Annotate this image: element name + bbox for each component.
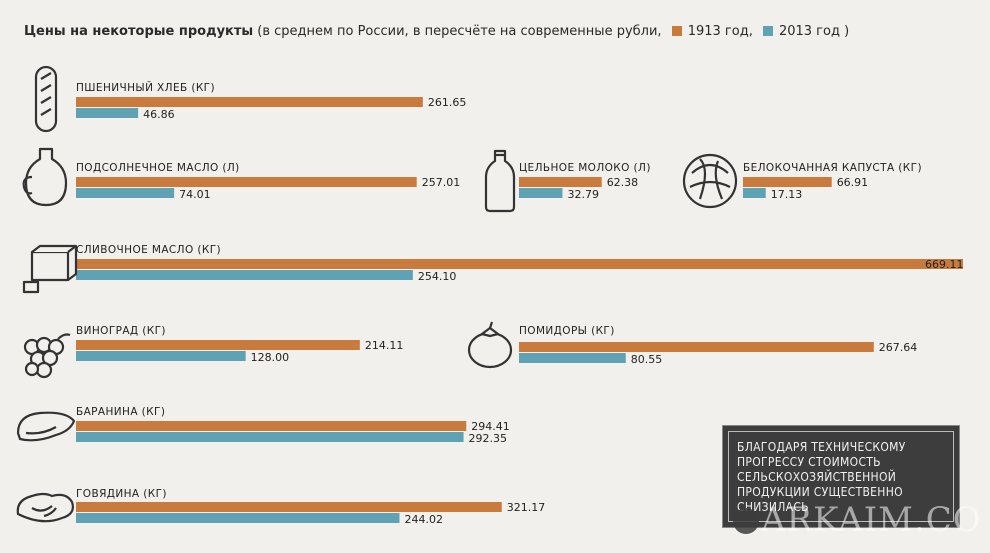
- butter-icon-part: [30, 250, 70, 282]
- category-label: БЕЛОКОЧАННАЯ КАПУСТА (КГ): [743, 162, 922, 174]
- butter-icon: [22, 244, 78, 294]
- value-label-1913: 214.11: [365, 339, 404, 352]
- bar-2013: [76, 351, 246, 361]
- chart-title: Цены на некоторые продукты (в среднем по…: [24, 24, 849, 39]
- category-label: ПОМИДОРЫ (КГ): [519, 325, 615, 337]
- value-label-2013: 254.10: [418, 270, 457, 283]
- oil-jug-icon-part: [24, 147, 68, 207]
- grapes-icon-part: [24, 361, 40, 377]
- watermark-logo-icon: [733, 508, 759, 534]
- bar-1913: [76, 259, 963, 269]
- info-note-box: БЛАГОДАРЯ ТЕХНИЧЕСКОМУ ПРОГРЕССУ СТОИМОС…: [722, 425, 960, 528]
- category-label: ПШЕНИЧНЫЙ ХЛЕБ (КГ): [76, 81, 215, 94]
- oil-jug-icon-part: [22, 175, 33, 195]
- title-bold: Цены на некоторые продукты: [24, 24, 254, 39]
- legend-swatch-1913: [671, 26, 682, 36]
- tomato-icon-part: [480, 326, 500, 338]
- bar-1913: [76, 177, 417, 187]
- cabbage-icon: [682, 153, 738, 209]
- bread-icon-part: [40, 72, 52, 116]
- tomato-icon: [467, 321, 513, 369]
- note-line: СЕЛЬСКОХОЗЯЙСТВЕННОЙ: [737, 470, 897, 484]
- bar-2013: [743, 188, 766, 198]
- category-label: БАРАНИНА (КГ): [76, 406, 165, 418]
- value-label-1913: 669.11: [925, 258, 964, 271]
- beef-icon-part: [16, 492, 74, 523]
- milk-bottle-icon: [484, 149, 516, 213]
- grapes-icon-part: [57, 333, 71, 340]
- bar-1913: [76, 502, 502, 512]
- category-label: СЛИВОЧНОЕ МАСЛО (КГ): [76, 244, 221, 256]
- value-label-1913: 66.91: [837, 176, 869, 189]
- bar-1913: [76, 421, 467, 431]
- category-label: ПОДСОЛНЕЧНОЕ МАСЛО (Л): [76, 162, 240, 174]
- bar-2013: [76, 188, 175, 198]
- bar-1913: [519, 177, 602, 187]
- category-label: ВИНОГРАД (КГ): [76, 325, 166, 337]
- bar-2013: [519, 188, 563, 198]
- value-label-2013: 292.35: [469, 432, 508, 445]
- value-label-2013: 128.00: [251, 351, 290, 364]
- grapes-icon: [23, 333, 71, 379]
- lamb-icon-part: [16, 411, 76, 442]
- value-label-1913: 267.64: [879, 341, 918, 354]
- bar-2013: [519, 353, 626, 363]
- watermark-text: ARKAIM.CO: [761, 500, 982, 540]
- value-label-2013: 17.13: [771, 188, 803, 201]
- bar-1913: [76, 97, 423, 107]
- note-line: ПРОДУКЦИИ СУЩЕСТВЕННО: [737, 485, 903, 499]
- bar-2013: [76, 108, 139, 118]
- beef-icon: [16, 492, 74, 523]
- note-line: ПРОГРЕССУ СТОИМОСТЬ: [737, 455, 881, 469]
- value-label-2013: 80.55: [631, 353, 663, 366]
- oil-jug-icon: [22, 147, 68, 207]
- lamb-icon-part: [25, 426, 57, 435]
- bar-2013: [76, 270, 413, 280]
- milk-bottle-icon-part: [484, 149, 516, 213]
- butter-icon-part: [22, 280, 40, 294]
- legend-label-2013: 2013 год ): [778, 24, 850, 39]
- bread-icon: [34, 65, 58, 133]
- category-label: ЦЕЛЬНОЕ МОЛОКО (Л): [519, 162, 651, 174]
- butter-icon-part: [31, 244, 78, 253]
- tomato-icon-part: [467, 331, 513, 369]
- tomato-icon-part: [488, 321, 494, 329]
- lamb-icon: [16, 411, 76, 442]
- note-line: БЛАГОДАРЯ ТЕХНИЧЕСКОМУ: [737, 440, 906, 454]
- note-line: СНИЗИЛАСЬ: [737, 500, 809, 514]
- value-label-1913: 321.17: [507, 501, 546, 514]
- value-label-2013: 244.02: [404, 513, 443, 526]
- title-rest: (в среднем по России, в пересчёте на сов…: [257, 24, 662, 39]
- bar-2013: [76, 432, 464, 442]
- cabbage-icon-part: [689, 158, 731, 200]
- value-label-2013: 46.86: [143, 108, 175, 121]
- category-label: ГОВЯДИНА (КГ): [76, 488, 167, 500]
- butter-icon-part: [67, 246, 78, 281]
- value-label-1913: 257.01: [422, 176, 461, 189]
- bar-1913: [519, 342, 874, 352]
- value-label-1913: 261.65: [428, 96, 467, 109]
- bar-1913: [76, 340, 360, 350]
- value-label-2013: 74.01: [179, 188, 211, 201]
- grapes-icon-part: [35, 361, 53, 379]
- legend-swatch-2013: [762, 26, 773, 36]
- value-label-1913: 62.38: [607, 176, 639, 189]
- value-label-1913: 294.41: [471, 420, 510, 433]
- info-note-frame: [728, 431, 954, 522]
- value-label-2013: 32.79: [567, 188, 599, 201]
- legend-label-1913: 1913 год,: [687, 24, 753, 39]
- bar-2013: [76, 513, 400, 523]
- info-note-text: БЛАГОДАРЯ ТЕХНИЧЕСКОМУ ПРОГРЕССУ СТОИМОС…: [737, 440, 947, 515]
- watermark: ARKAIM.CO: [733, 500, 990, 550]
- beef-icon-part: [31, 505, 57, 518]
- bar-1913: [743, 177, 832, 187]
